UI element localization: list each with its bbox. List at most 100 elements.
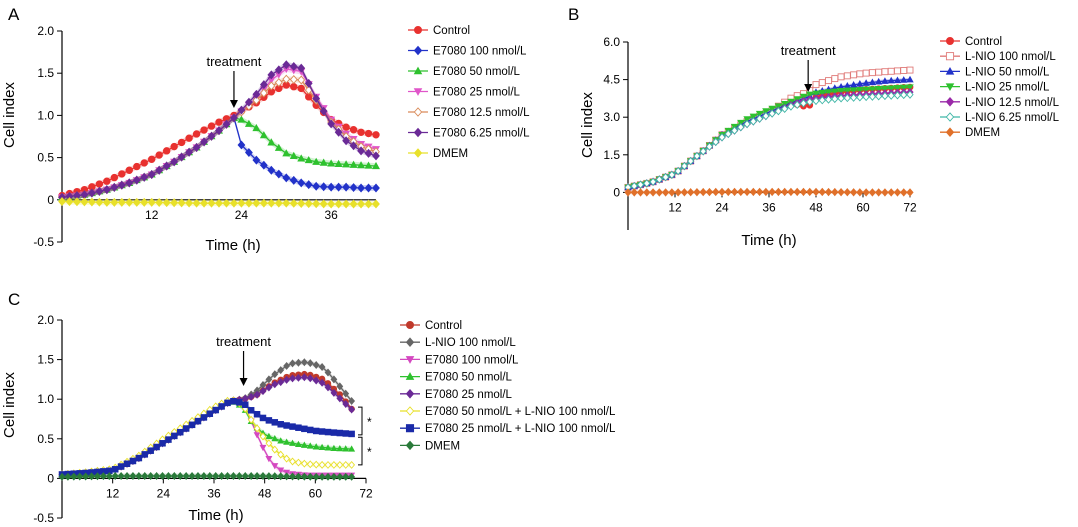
panel-b-legend-label: L-NIO 50 nmol/L [965,66,1050,78]
panel-c-data-point [194,472,202,481]
panel-b-data-point [806,97,814,107]
panel-c-data-point [265,417,273,424]
panel-a-data-point [267,138,276,146]
panel-b-data-point [774,187,782,197]
panel-c-series-line [61,373,353,476]
panel-a-data-point [207,131,216,141]
panel-a-data-point [170,157,179,167]
panel-c-data-point [300,472,308,481]
panel-a-data-point [327,159,336,167]
panel-a-data-point [177,138,186,147]
panel-a-data-point [259,88,268,98]
panel-b-data-point [674,166,682,176]
panel-b-data-point [630,188,638,197]
panel-b-data-point [687,156,695,166]
panel-b-series-1 [624,66,914,191]
panel-c-data-point [324,460,332,469]
panel-a-data-point [259,131,268,139]
panel-b-data-point [831,75,839,83]
panel-b-data-point [850,188,858,197]
panel-c-series-7 [58,472,356,481]
panel-c-data-point [99,472,107,481]
panel-b-data-point [893,76,902,84]
panel-a-data-point [304,78,313,88]
panel-c-data-point [171,432,178,440]
panel-b-xtick-label: 60 [856,200,870,214]
panel-b-data-point [818,89,826,97]
panel-b-data-point [868,78,877,86]
panel-a-data-point [162,198,171,208]
panel-c-data-point [247,415,255,424]
panel-c-data-point [283,422,290,429]
panel-a-data-point [357,199,365,209]
panel-c-data-point [283,438,291,445]
panel-b-data-point [712,137,720,147]
panel-b-data-point [862,86,870,94]
panel-a-data-point [357,128,365,136]
panel-a-ytick-label: 0.5 [37,151,54,165]
panel-a-data-point [289,75,298,85]
panel-a-data-point [357,146,365,156]
panel-a-data-point [267,70,276,80]
panel-b-data-point [643,188,651,197]
panel-b-data-point [881,188,889,197]
panel-a-data-point [304,180,313,190]
panel-a-data-point [259,198,268,208]
panel-c-legend-marker [405,337,415,347]
panel-a-data-point [267,165,276,175]
panel-a-legend-marker [413,107,423,117]
panel-a-data-point [117,180,126,190]
panel-c-legend: Control L-NIO 100 nmol/L E7080 100 nmol/L E… [400,320,616,452]
panel-a-data-point [297,84,305,93]
panel-a-data-point [162,161,171,171]
panel-c-data-point [312,427,320,435]
panel-b-legend-label: L-NIO 25 nmol/L [965,82,1050,94]
panel-c-data-point [348,460,356,469]
panel-c-data-point [312,443,320,450]
panel-c-xtick-label: 36 [207,486,221,500]
panel-c-data-point [259,414,267,422]
panel-c-legend-marker [405,440,415,451]
panel-c-data-point [289,423,296,430]
panel-a-ytick-label: 1.0 [37,108,54,122]
panel-c-data-point [307,426,314,434]
panel-b-data-point [762,187,770,197]
panel-a-legend-marker [413,45,423,56]
panel-c-data-point [200,414,208,421]
panel-a-data-point [334,182,343,192]
panel-c-legend-item: E7080 25 nmol/L [400,389,513,401]
panel-a-legend-marker [413,127,423,138]
panel-b-data-point [806,187,814,197]
panel-b-data-point [862,79,870,86]
panel-a-data-point [207,122,216,130]
panel-c-legend-marker [405,389,415,399]
panel-a-data-point [334,127,343,137]
panel-c-data-point [306,442,314,449]
panel-c-legend-label: E7080 50 nmol/L [425,372,513,384]
panel-c-data-point [259,432,267,441]
panel-a-data-point [327,182,336,192]
panel-b-data-point [831,187,839,197]
panel-a-data-point [88,197,96,207]
panel-a-data-point [282,149,291,157]
panel-c-significance-bracket [358,436,363,466]
panel-a-legend-label: E7080 25 nmol/L [433,87,521,99]
panel-a-xtick-label: 24 [235,208,249,222]
panel-a-data-point [177,152,186,162]
panel-a-data-point [147,197,156,207]
panel-b-data-point [730,187,739,197]
panel-c-data-point [236,399,243,406]
panel-a-data-point [125,197,134,207]
panel-a-data-point [282,198,291,208]
panel-c-legend-marker [405,320,414,329]
panel-a-data-point [252,95,261,105]
panel-c-data-point [159,440,166,447]
panel-b-data-point [743,116,751,123]
panel-b-legend-marker [945,127,955,137]
panel-b-data-point [743,119,751,129]
panel-a-data-point [290,83,298,91]
panel-b-xtick-label: 12 [668,200,682,214]
panel-a-data-point [342,136,350,146]
panel-c-data-point [301,425,308,433]
panel-c-data-point [58,472,66,481]
